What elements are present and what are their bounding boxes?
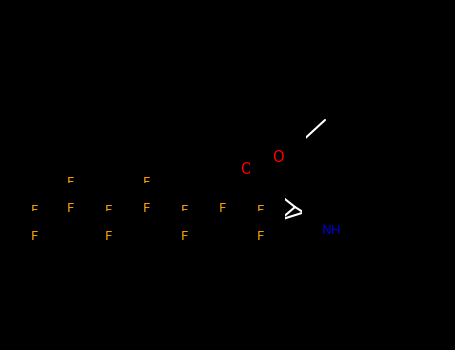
Text: F: F [181, 204, 189, 217]
Text: F: F [143, 203, 151, 216]
Text: F: F [67, 203, 75, 216]
Text: F: F [22, 217, 30, 231]
Text: F: F [105, 204, 113, 217]
Text: NH: NH [322, 224, 342, 238]
Text: O: O [240, 162, 252, 177]
Text: F: F [105, 231, 113, 244]
Text: F: F [143, 176, 151, 189]
Text: O: O [272, 149, 284, 164]
Text: F: F [67, 176, 75, 189]
Text: F: F [31, 231, 39, 244]
Text: F: F [257, 231, 265, 244]
Text: F: F [219, 176, 227, 189]
Text: F: F [181, 231, 189, 244]
Text: F: F [257, 204, 265, 217]
Text: F: F [31, 204, 39, 217]
Text: F: F [219, 203, 227, 216]
